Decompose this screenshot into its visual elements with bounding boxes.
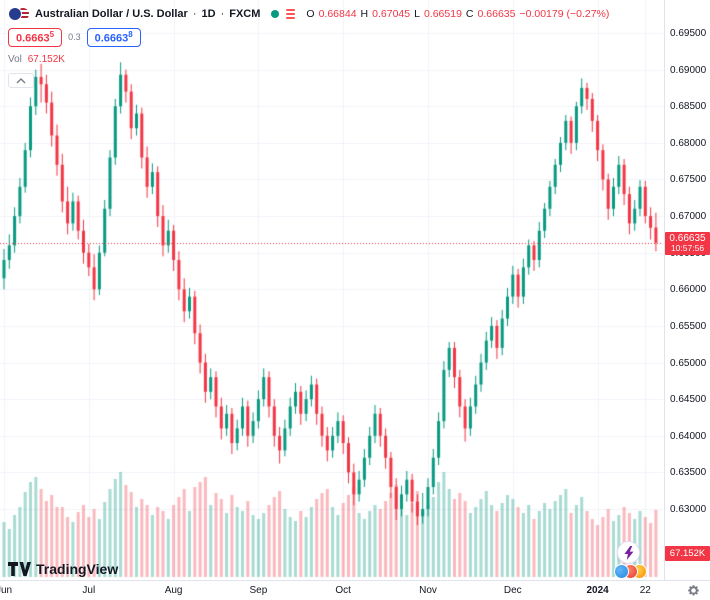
chevron-up-icon	[16, 77, 26, 84]
boost-button[interactable]	[617, 541, 640, 564]
time-tick-label: 2024	[586, 585, 609, 596]
tradingview-logo-icon	[8, 562, 31, 576]
time-tick-label: 22	[639, 585, 651, 596]
price-chart-canvas[interactable]	[0, 0, 663, 580]
price-tick-label: 0.69000	[670, 64, 707, 76]
price-tick-label: 0.68000	[670, 137, 707, 149]
aud-flag-icon	[8, 7, 22, 21]
bar-countdown: 10:57:56	[670, 243, 705, 254]
open-value: 0.66844	[318, 8, 357, 20]
price-tick-label: 0.65500	[670, 320, 707, 332]
price-tick-label: 0.67500	[670, 174, 707, 186]
price-tick-label: 0.64500	[670, 394, 707, 406]
blue-emoji-icon	[614, 564, 629, 579]
price-tick-label: 0.69500	[670, 28, 707, 39]
symbol-flag-icon[interactable]	[8, 7, 30, 21]
volume-axis-badge: 67.152K	[665, 546, 710, 561]
last-price-badge[interactable]: 0.66635 10:57:56	[665, 231, 710, 256]
separator-dot: ·	[192, 8, 197, 20]
time-axis[interactable]: Jun Jul Aug Sep Oct Nov Dec 2024 22	[0, 580, 710, 600]
price-tick-label: 0.67000	[670, 211, 707, 223]
exchange-label[interactable]: FXCM	[229, 8, 261, 20]
sell-price: 0.6663	[16, 32, 50, 45]
open-label: O	[306, 8, 315, 20]
buy-price-sup: 8	[128, 30, 133, 39]
price-tick-label: 0.63000	[670, 504, 707, 515]
collapse-pane-button[interactable]	[8, 73, 34, 89]
spread-value: 0.3	[68, 32, 81, 43]
symbol-row: Australian Dollar / U.S. Dollar · 1D · F…	[8, 7, 609, 21]
sell-price-button[interactable]: 0.66635	[8, 28, 63, 47]
buy-price-button[interactable]: 0.66638	[86, 28, 141, 47]
change-value: −0.00179 (−0.27%)	[519, 8, 610, 20]
low-value: 0.66519	[423, 8, 462, 20]
time-tick-label: Oct	[335, 585, 351, 596]
volume-row: Vol 67.152K	[8, 54, 609, 65]
time-tick-label: Jun	[0, 585, 13, 596]
interval-label[interactable]: 1D	[201, 8, 216, 20]
trade-buttons-row: 0.66635 0.3 0.66638	[8, 28, 609, 47]
buy-price: 0.6663	[94, 32, 129, 45]
price-tick-label: 0.66000	[670, 284, 707, 296]
high-label: H	[360, 8, 369, 20]
last-price-value: 0.66635	[669, 232, 706, 244]
time-tick-label: Dec	[503, 585, 522, 596]
reaction-emoji-cluster[interactable]	[614, 564, 650, 580]
close-label: C	[465, 8, 474, 20]
low-label: L	[414, 8, 420, 20]
separator-dot: ·	[220, 8, 225, 20]
time-tick-label: Aug	[164, 585, 183, 596]
price-tick-label: 0.63500	[670, 467, 707, 479]
volume-value: 67.152K	[27, 53, 65, 65]
volume-label: Vol	[8, 53, 22, 65]
price-tick-label: 0.68500	[670, 101, 707, 113]
high-value: 0.67045	[372, 8, 411, 20]
price-axis[interactable]: 0.69500 0.69000 0.68500 0.68000 0.67500 0.670…	[664, 0, 710, 580]
realtime-dot-icon[interactable]	[271, 10, 280, 18]
list-icon[interactable]	[286, 9, 296, 19]
price-tick-label: 0.65000	[670, 357, 707, 369]
symbol-title[interactable]: Australian Dollar / U.S. Dollar	[35, 8, 188, 20]
time-tick-label: Nov	[419, 585, 437, 596]
time-tick-label: Jul	[82, 585, 96, 596]
time-tick-label: Sep	[249, 585, 268, 596]
tradingview-logo-text: TradingView	[36, 561, 119, 577]
sell-price-sup: 5	[49, 30, 55, 39]
chart-header: Australian Dollar / U.S. Dollar · 1D · F…	[8, 7, 609, 89]
lightning-icon	[624, 545, 633, 560]
axis-settings-gear-icon[interactable]	[687, 584, 700, 597]
ohlc-readout: O 0.66844 H 0.67045 L 0.66519 C 0.66635 −0.0…	[306, 8, 609, 20]
close-value: 0.66635	[477, 8, 516, 20]
tradingview-logo[interactable]: TradingView	[8, 561, 118, 577]
price-tick-label: 0.64000	[670, 430, 707, 442]
